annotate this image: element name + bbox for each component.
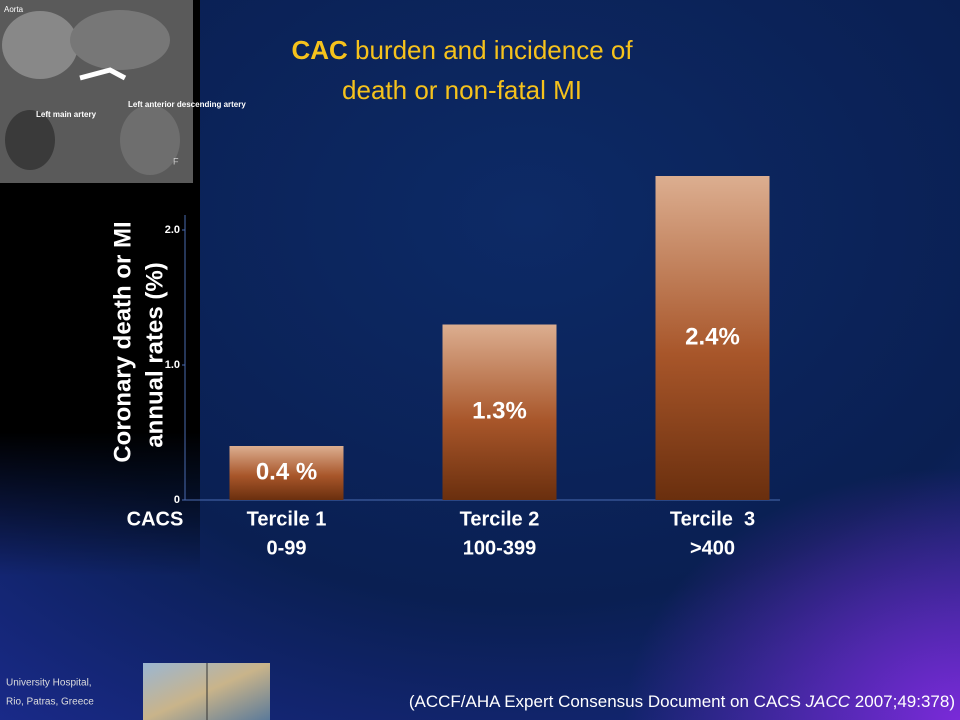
bar [655, 176, 770, 500]
x-tick-sublabel: 0-99 [266, 537, 306, 559]
y-axis-label: annual rates (%) [141, 262, 168, 447]
institution: University Hospital, [6, 678, 92, 689]
bar [442, 324, 557, 500]
y-axis-label: Coronary death or MI [109, 221, 136, 462]
value-label: 2.4% [685, 323, 740, 350]
title-part: CAC [291, 35, 348, 65]
citation-part: JACC [805, 692, 851, 711]
value-label: 0.4 % [256, 458, 317, 485]
image-label: Left anterior descending artery [128, 100, 246, 109]
x-axis-label: CACS [127, 508, 184, 530]
ct-image: Aorta Left main artery Left anterior des… [0, 0, 246, 183]
image-label: Left main artery [36, 110, 97, 119]
title-part: burden and incidence of [355, 35, 633, 65]
y-tick-label: 1.0 [165, 359, 180, 371]
citation-part: (ACCF/AHA Expert Consensus Document on C… [409, 692, 801, 711]
image-label: Aorta [4, 5, 24, 14]
x-tick-sublabel: >400 [690, 537, 735, 559]
x-tick-sublabel: 100-399 [463, 537, 536, 559]
citation-part: 2007;49:378) [855, 692, 955, 711]
x-tick-label: Tercile 1 [247, 508, 327, 530]
chart-title: CAC burden and incidence of [291, 35, 633, 65]
y-tick-label: 2.0 [165, 224, 180, 236]
chart-title: death or non-fatal MI [342, 75, 582, 105]
image-label: F [173, 156, 179, 166]
bar [229, 446, 344, 500]
citation: (ACCF/AHA Expert Consensus Document on C… [409, 692, 955, 711]
institution: Rio, Patras, Greece [6, 697, 94, 708]
y-tick-label: 0 [174, 494, 180, 506]
logo-photos [143, 663, 270, 720]
x-tick-label: Tercile 3 [670, 508, 755, 530]
x-tick-label: Tercile 2 [460, 508, 540, 530]
value-label: 1.3% [472, 398, 527, 425]
